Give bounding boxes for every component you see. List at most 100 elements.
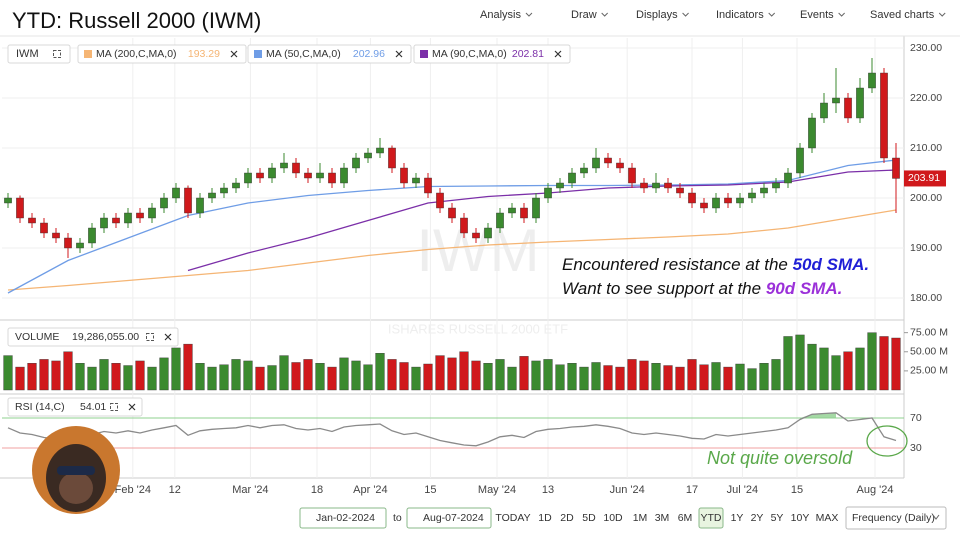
volume-bar: [687, 359, 697, 391]
candle-body: [880, 72, 888, 159]
x-tick-label: 13: [542, 484, 554, 496]
range-button[interactable]: YTD: [701, 512, 722, 524]
candle-body: [472, 232, 480, 239]
range-button[interactable]: 1Y: [731, 512, 744, 524]
range-button[interactable]: 2D: [560, 512, 574, 524]
candle-body: [784, 172, 792, 184]
toolbar-menu[interactable]: Indicators: [716, 9, 764, 21]
volume-bar: [387, 359, 397, 391]
moving-average-line: [7, 159, 897, 294]
volume-bar: [471, 360, 481, 391]
last-price-tag: [904, 170, 946, 187]
volume-bar: [123, 365, 133, 391]
volume-bar: [63, 351, 73, 391]
volume-bar: [519, 356, 529, 391]
volume-bar: [291, 362, 301, 391]
candle-body: [436, 192, 444, 209]
candle-body: [664, 182, 672, 189]
x-tick-label: 15: [424, 484, 436, 496]
range-button[interactable]: 1M: [633, 512, 648, 524]
volume-bar: [579, 366, 589, 391]
rsi-legend: RSI (14,C): [15, 401, 65, 413]
chevron: [768, 12, 776, 17]
chart-title: YTD: Russell 2000 (IWM): [12, 8, 261, 33]
chevron: [525, 12, 533, 17]
moving-average-line: [7, 209, 897, 291]
annotation: Encountered resistance at the 50d SMA.: [562, 255, 869, 274]
y-tick-label: 230.00: [910, 42, 942, 54]
range-button[interactable]: 10D: [603, 512, 623, 524]
candle-body: [280, 162, 288, 169]
volume-bar: [219, 364, 229, 391]
range-button[interactable]: 10Y: [791, 512, 810, 524]
range-button[interactable]: TODAY: [495, 512, 530, 524]
annotation-part: Want to see support at the: [562, 279, 766, 298]
candle-body: [364, 152, 372, 159]
x-tick-label: 12: [169, 484, 181, 496]
candle-body: [568, 172, 576, 184]
legend-symbol: IWM: [16, 48, 39, 60]
candle-body: [172, 187, 180, 199]
candle-body: [148, 207, 156, 219]
date-input[interactable]: [406, 507, 492, 529]
range-button[interactable]: 5Y: [771, 512, 784, 524]
range-button[interactable]: 5D: [582, 512, 596, 524]
legend-box: [7, 397, 143, 417]
rsi-overbought-fill: [824, 412, 836, 418]
volume-bar: [87, 366, 97, 391]
toolbar-menu[interactable]: Draw: [571, 9, 597, 21]
candle-body: [160, 197, 168, 209]
range-button[interactable]: 1D: [538, 512, 552, 524]
volume-bar: [207, 366, 217, 391]
candle-body: [124, 212, 132, 224]
volume-bar: [111, 363, 121, 391]
x-tick-label: Mar '24: [232, 484, 268, 496]
candle-body: [520, 207, 528, 219]
volume-bar: [159, 357, 169, 391]
legend-swatch: [254, 50, 262, 58]
range-button[interactable]: 2Y: [751, 512, 764, 524]
close-icon: [128, 403, 136, 411]
candle-body: [736, 197, 744, 204]
candle-body: [64, 237, 72, 249]
date-input[interactable]: [299, 507, 387, 529]
range-button[interactable]: 3M: [655, 512, 670, 524]
toolbar-menu[interactable]: Events: [800, 9, 834, 21]
volume-bar: [531, 360, 541, 391]
candle-body: [292, 162, 300, 174]
volume-bar: [699, 364, 709, 391]
volume-bar: [759, 363, 769, 391]
candle-body: [112, 217, 120, 224]
x-tick-label: Apr '24: [353, 484, 388, 496]
toolbar-menu[interactable]: Displays: [636, 9, 678, 21]
candle-body: [424, 177, 432, 194]
candle-body: [748, 192, 756, 199]
candle-body: [184, 187, 192, 214]
range-button[interactable]: MAX: [816, 512, 839, 524]
close-icon: [230, 50, 238, 58]
volume-bar: [483, 363, 493, 391]
toolbar-menu[interactable]: Saved charts: [870, 9, 935, 21]
volume-bar: [831, 355, 841, 391]
chevron: [932, 514, 940, 520]
volume-bar: [27, 363, 37, 391]
annotation: Not quite oversold: [707, 448, 853, 468]
x-tick-label: Aug '24: [857, 484, 894, 496]
candle-body: [544, 187, 552, 199]
range-button[interactable]: 6M: [678, 512, 693, 524]
candle-body: [220, 187, 228, 194]
frequency-select[interactable]: [845, 506, 947, 530]
candle-body: [28, 217, 36, 224]
range-button-selected: [698, 507, 724, 529]
volume-bar: [723, 366, 733, 391]
close-icon: [164, 333, 172, 341]
volume-bar: [879, 336, 889, 391]
y-tick-label: 180.00: [910, 292, 942, 304]
volume-bar: [255, 366, 265, 391]
volume-bar: [315, 363, 325, 391]
toolbar-menu[interactable]: Analysis: [480, 9, 521, 21]
candle-body: [208, 192, 216, 199]
volume-bar: [783, 336, 793, 391]
x-tick-label: May '24: [478, 484, 516, 496]
